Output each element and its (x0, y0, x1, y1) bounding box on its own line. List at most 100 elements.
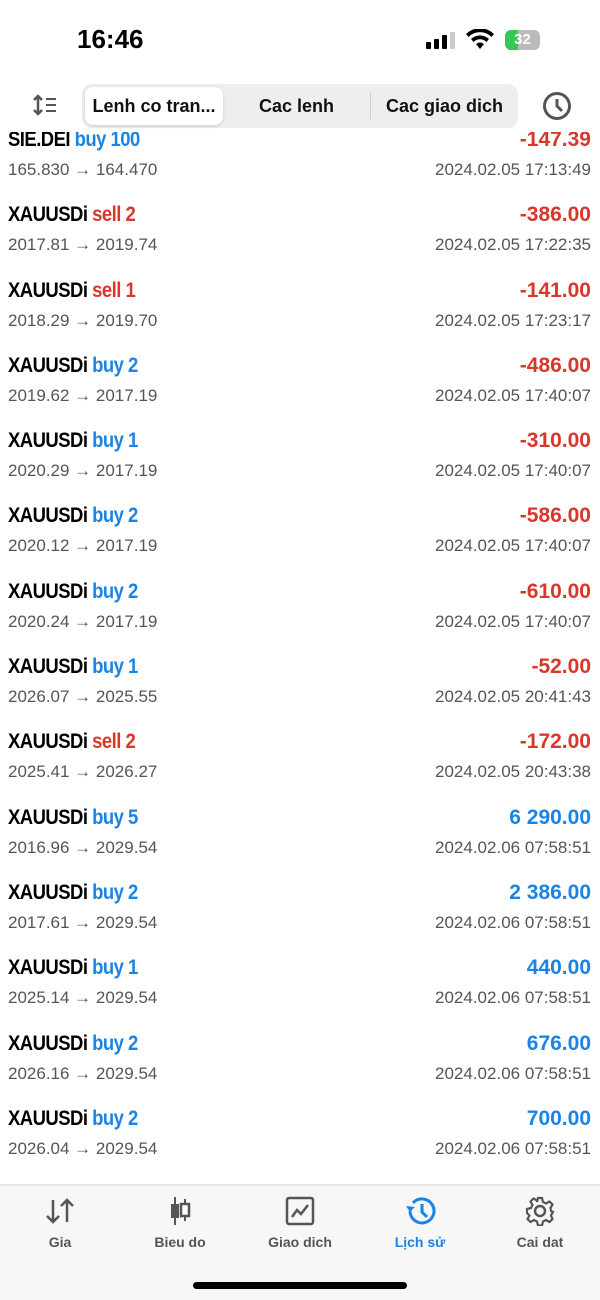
clock-icon[interactable] (542, 91, 572, 121)
deal-profit: 700.00 (526, 1106, 591, 1130)
deal-profit: -610.00 (519, 579, 591, 603)
deal-profit: 440.00 (526, 956, 591, 980)
deal-time: 2024.02.05 17:13:49 (435, 160, 591, 179)
deal-time: 2024.02.05 17:40:07 (435, 536, 591, 556)
deal-side: buy 2 (92, 579, 138, 603)
tabbar-trade[interactable]: Giao dich (250, 1196, 350, 1250)
signal-icon (426, 32, 455, 49)
deal-profit: -310.00 (519, 429, 591, 453)
deal-side: buy 5 (92, 805, 138, 829)
deal-symbol: XAUUSDi sell 2 (8, 203, 136, 227)
deal-symbol: XAUUSDi buy 5 (8, 805, 138, 829)
deal-time: 2024.02.05 17:22:35 (435, 235, 591, 255)
tabbar-history[interactable]: Lịch sử (370, 1196, 470, 1250)
deal-prices: 2017.61 → 2029.54 (8, 912, 158, 932)
deal-symbol: XAUUSDi buy 2 (8, 880, 138, 904)
deal-side: buy 2 (92, 1106, 138, 1130)
deal-row[interactable]: XAUUSDi sell 1 2018.29 → 2019.70 -141.00… (0, 269, 600, 344)
deal-row[interactable]: XAUUSDi buy 2 2026.16 → 2029.54 676.00 2… (0, 1022, 600, 1097)
tab-deals[interactable]: Cac giao dich (385, 95, 504, 116)
deal-prices: 2026.04 → 2029.54 (8, 1138, 158, 1158)
deal-row[interactable]: XAUUSDi buy 1 2020.29 → 2017.19 -310.00 … (0, 419, 600, 494)
deal-side: buy 2 (92, 353, 138, 377)
chart-icon (171, 1197, 191, 1225)
deal-time: 2024.02.05 20:41:43 (435, 687, 591, 707)
deal-prices: 2018.29 → 2019.70 (8, 310, 158, 330)
deal-prices: 2025.14 → 2029.54 (8, 988, 158, 1008)
deal-profit: -52.00 (531, 655, 591, 679)
deal-side: buy 2 (92, 880, 138, 904)
deal-side: buy 1 (92, 429, 138, 453)
deal-row[interactable]: XAUUSDi buy 5 2016.96 → 2029.54 6 290.00… (0, 796, 600, 871)
home-indicator (193, 1282, 407, 1289)
settings-icon (525, 1196, 555, 1226)
deal-symbol: XAUUSDi buy 1 (8, 429, 138, 453)
deal-symbol: XAUUSDi buy 2 (8, 504, 138, 528)
deal-prices: 2020.29 → 2017.19 (8, 461, 158, 481)
deal-profit: 2 386.00 (509, 880, 591, 904)
deal-side: buy 2 (92, 1031, 138, 1055)
deal-profit: -172.00 (519, 730, 591, 754)
deal-row[interactable]: XAUUSDi buy 2 2020.24 → 2017.19 -610.00 … (0, 570, 600, 645)
deal-row[interactable]: XAUUSDi sell 2 2017.81 → 2019.74 -386.00… (0, 193, 600, 268)
deal-symbol: XAUUSDi buy 1 (8, 655, 138, 679)
tab-positions[interactable]: Lenh co tran... (85, 87, 223, 125)
deal-time: 2024.02.05 17:40:07 (435, 611, 591, 631)
deal-row[interactable]: XAUUSDi sell 2 2025.41 → 2026.27 -172.00… (0, 720, 600, 795)
deal-profit: -147.39 (519, 128, 591, 151)
deal-profit: -386.00 (519, 203, 591, 227)
divider (370, 93, 371, 119)
deal-profit: 6 290.00 (509, 805, 591, 829)
deal-time: 2024.02.06 07:58:51 (435, 837, 591, 857)
trade-icon (285, 1196, 315, 1226)
deal-time: 2024.02.05 17:40:07 (435, 385, 591, 405)
deal-side: buy 100 (74, 128, 141, 151)
deal-time: 2024.02.06 07:58:51 (435, 988, 591, 1008)
deal-prices: 2025.41 → 2026.27 (8, 762, 158, 782)
deal-row[interactable]: XAUUSDi buy 2 2017.61 → 2029.54 2 386.00… (0, 871, 600, 946)
deal-row[interactable]: XAUUSDi buy 2 2026.04 → 2029.54 700.00 2… (0, 1097, 600, 1172)
deal-prices: 2017.81 → 2019.74 (8, 235, 158, 255)
deal-side: buy 2 (92, 504, 138, 528)
deal-prices: 2026.07 → 2025.55 (8, 687, 158, 707)
deal-row[interactable]: SIE.DEI buy 100 165.830 → 164.470 -147.3… (0, 118, 600, 193)
deal-symbol: XAUUSDi sell 1 (8, 278, 136, 302)
deal-time: 2024.02.06 07:58:51 (435, 912, 591, 932)
deal-side: sell 1 (92, 278, 136, 302)
tabbar-quotes[interactable]: Gia (10, 1196, 110, 1250)
deal-row[interactable]: XAUUSDi buy 2 2019.62 → 2017.19 -486.00 … (0, 344, 600, 419)
deal-prices: 2020.24 → 2017.19 (8, 611, 158, 631)
deal-symbol: XAUUSDi buy 2 (8, 579, 138, 603)
tab-orders[interactable]: Cac lenh (258, 95, 335, 116)
deal-time: 2024.02.06 07:58:51 (435, 1138, 591, 1158)
deal-profit: 676.00 (526, 1031, 591, 1055)
deal-profit: -586.00 (519, 504, 591, 528)
deal-prices: 2026.16 → 2029.54 (8, 1063, 158, 1083)
deal-row[interactable]: XAUUSDi buy 1 2026.07 → 2025.55 -52.00 2… (0, 645, 600, 720)
history-icon (406, 1197, 436, 1225)
deal-prices: 165.830 → 164.470 (8, 160, 158, 179)
tabbar-chart[interactable]: Bieu do (130, 1196, 230, 1250)
battery-icon: 32 (505, 30, 540, 50)
deal-side: buy 1 (92, 655, 138, 679)
deal-symbol: XAUUSDi sell 2 (8, 730, 136, 754)
deal-side: sell 2 (92, 730, 136, 754)
status-time: 16:46 (77, 24, 144, 54)
tabbar-settings[interactable]: Cai dat (490, 1196, 590, 1250)
status-bar: 16:46 32 (0, 0, 600, 70)
deal-row[interactable]: XAUUSDi buy 1 2025.14 → 2029.54 440.00 2… (0, 946, 600, 1021)
deal-time: 2024.02.05 17:23:17 (435, 310, 591, 330)
sort-icon[interactable] (32, 94, 58, 116)
deal-symbol: XAUUSDi buy 2 (8, 353, 138, 377)
deal-time: 2024.02.05 20:43:38 (435, 762, 591, 782)
wifi-icon (466, 29, 494, 49)
deal-profit: -486.00 (519, 353, 591, 377)
deal-symbol: SIE.DEI buy 100 (8, 128, 141, 151)
deals-list: SIE.DEI buy 100 165.830 → 164.470 -147.3… (0, 118, 600, 1172)
tab-bar: Gia Bieu do Giao dich Lịch sử Cai dat (0, 1184, 600, 1300)
quotes-icon (46, 1198, 74, 1224)
header: Lenh co tran... Cac lenh Cac giao dich (0, 70, 600, 132)
deal-row[interactable]: XAUUSDi buy 2 2020.12 → 2017.19 -586.00 … (0, 494, 600, 569)
deal-side: buy 1 (92, 956, 138, 980)
deal-symbol: XAUUSDi buy 2 (8, 1031, 138, 1055)
